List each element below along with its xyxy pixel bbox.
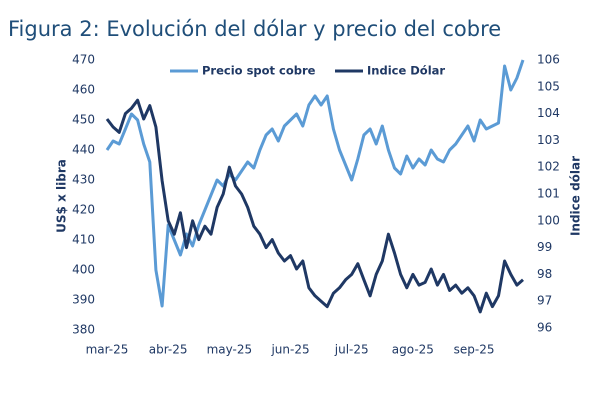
x-tick-label: ago-25 <box>392 343 434 357</box>
y-axis-title: US$ x libra <box>55 159 69 233</box>
chart-title: Figura 2: Evolución del dólar y precio d… <box>8 17 501 41</box>
y-tick-label: 460 <box>72 83 95 97</box>
legend-label: Precio spot cobre <box>202 64 316 78</box>
y-tick-label: 400 <box>72 263 95 277</box>
y2-tick-label: 106 <box>537 53 560 67</box>
y2-tick-label: 100 <box>537 213 560 227</box>
y-tick-label: 470 <box>72 53 95 67</box>
x-tick-label: jun-25 <box>270 343 309 357</box>
y2-tick-label: 101 <box>537 187 560 201</box>
x-tick-label: mar-25 <box>86 343 129 357</box>
y2-axis-title: Indice dólar <box>569 156 583 236</box>
x-tick-label: may-25 <box>207 343 253 357</box>
y-tick-label: 390 <box>72 293 95 307</box>
y2-tick-label: 99 <box>537 240 552 254</box>
y-tick-label: 430 <box>72 173 95 187</box>
y2-tick-label: 96 <box>537 321 552 335</box>
y-tick-label: 450 <box>72 113 95 127</box>
y2-tick-label: 97 <box>537 294 552 308</box>
y-tick-label: 380 <box>72 323 95 337</box>
y2-tick-label: 104 <box>537 106 560 120</box>
legend-label: Indice Dólar <box>367 64 445 78</box>
series-line <box>105 59 525 308</box>
y-tick-label: 410 <box>72 233 95 247</box>
y2-tick-label: 105 <box>537 79 560 93</box>
series-line <box>105 98 524 314</box>
x-tick-label: abr-25 <box>149 343 188 357</box>
x-tick-label: sep-25 <box>454 343 495 357</box>
y2-tick-label: 98 <box>537 267 552 281</box>
x-tick-label: jul-25 <box>334 343 369 357</box>
y-tick-label: 420 <box>72 203 95 217</box>
y2-tick-label: 102 <box>537 160 560 174</box>
y2-tick-label: 103 <box>537 133 560 147</box>
y-tick-label: 440 <box>72 143 95 157</box>
